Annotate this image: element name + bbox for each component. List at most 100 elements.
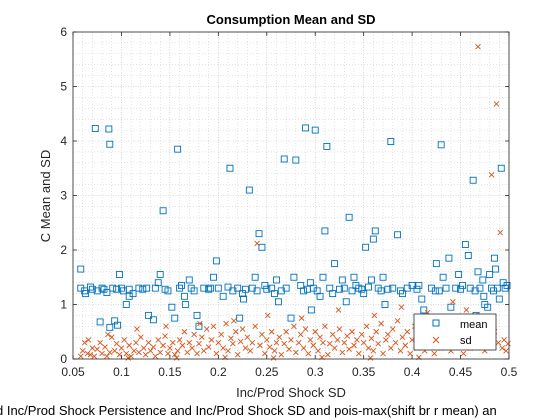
sd-point	[324, 351, 331, 358]
chart-title: Consumption Mean and SD	[207, 12, 376, 27]
sd-point	[312, 328, 319, 335]
sd-point	[356, 350, 362, 357]
mean-point	[109, 284, 117, 292]
mean-point	[431, 287, 439, 295]
sd-point	[373, 328, 380, 335]
sd-point	[398, 304, 405, 311]
sd-point	[197, 320, 203, 327]
sd-point	[99, 350, 105, 357]
sd-point	[152, 353, 159, 360]
y-tick-label: 1	[60, 298, 67, 312]
mean-point	[491, 265, 499, 273]
mean-point	[181, 301, 189, 308]
mean-point	[476, 284, 484, 292]
sd-point	[305, 350, 312, 357]
sd-point	[460, 350, 467, 357]
legend-box	[413, 313, 497, 351]
sd-point	[234, 351, 241, 358]
y-tick-label: 2	[60, 243, 67, 257]
sd-point	[228, 335, 234, 342]
mean-point	[377, 287, 385, 295]
sd-point	[247, 348, 254, 354]
sd-point	[108, 334, 115, 341]
mean-point	[486, 271, 494, 278]
sd-point	[194, 350, 200, 357]
y-tick-label: 4	[60, 134, 67, 148]
sd-point	[263, 337, 270, 343]
y-axis-label: C Mean and SD	[38, 150, 53, 243]
sd-point	[283, 328, 289, 335]
sd-point	[392, 339, 399, 346]
mean-point	[255, 230, 263, 238]
sd-point	[155, 337, 162, 343]
x-tick-label: 0.05	[61, 365, 85, 379]
mean-point	[452, 284, 460, 292]
mean-point	[185, 276, 193, 284]
sd-point	[363, 323, 370, 330]
mean-point	[207, 284, 215, 292]
sd-point	[268, 328, 275, 335]
mean-point	[159, 207, 167, 215]
sd-point	[383, 337, 389, 343]
sd-point	[111, 348, 118, 354]
legend-mean-marker	[432, 319, 440, 327]
mean-point	[464, 251, 472, 259]
sd-point	[493, 101, 500, 107]
sd-point	[380, 350, 386, 357]
sd-point	[295, 339, 302, 346]
sd-point	[331, 345, 338, 351]
mean-point	[345, 213, 353, 221]
sd-point	[276, 334, 283, 341]
mean-point	[210, 273, 217, 281]
mean-point	[413, 285, 421, 293]
mean-point	[474, 268, 482, 276]
sd-point	[210, 323, 217, 330]
mean-point	[178, 281, 185, 289]
mean-point	[253, 287, 261, 295]
mean-point	[271, 290, 278, 298]
sd-point	[225, 348, 231, 354]
sd-point	[97, 339, 103, 346]
mean-point	[149, 316, 157, 324]
sd-point	[191, 331, 197, 338]
sd-point	[179, 342, 186, 349]
sd-point	[79, 348, 86, 354]
sd-point	[320, 339, 326, 346]
sd-point	[232, 328, 239, 335]
figure-caption: d Inc/Prod Shock Persistence and Inc/Pro…	[0, 403, 497, 418]
x-axis-label: Inc/Prod Shock SD	[236, 385, 346, 400]
sd-point	[495, 339, 502, 346]
sd-point	[254, 240, 260, 247]
mean-point	[331, 260, 339, 268]
mean-point	[381, 301, 389, 308]
mean-point	[245, 186, 253, 194]
mean-point	[143, 284, 151, 292]
mean-point	[116, 271, 123, 278]
sd-point	[317, 334, 323, 341]
mean-point	[348, 287, 356, 295]
mean-point	[459, 281, 466, 289]
sd-point	[138, 334, 144, 341]
sd-point	[215, 339, 222, 346]
mean-point	[205, 285, 213, 293]
sd-point	[104, 353, 110, 360]
mean-point	[145, 311, 153, 319]
sd-point	[397, 348, 404, 354]
mean-point	[236, 314, 244, 322]
sd-point	[259, 331, 265, 338]
sd-point	[196, 340, 202, 347]
x-tick-label: 0.3	[307, 365, 324, 379]
sd-point	[399, 334, 406, 341]
sd-point	[402, 342, 409, 349]
sd-point	[404, 328, 411, 335]
mean-point	[125, 285, 133, 293]
sd-point	[288, 337, 294, 343]
legend-sd-marker	[432, 336, 440, 344]
sd-point	[77, 353, 84, 360]
sd-point	[354, 337, 360, 343]
sd-point	[378, 320, 384, 327]
mean-point	[113, 285, 121, 293]
mean-point	[338, 276, 346, 284]
sd-point	[125, 355, 132, 361]
series-sd-markers	[77, 43, 511, 361]
